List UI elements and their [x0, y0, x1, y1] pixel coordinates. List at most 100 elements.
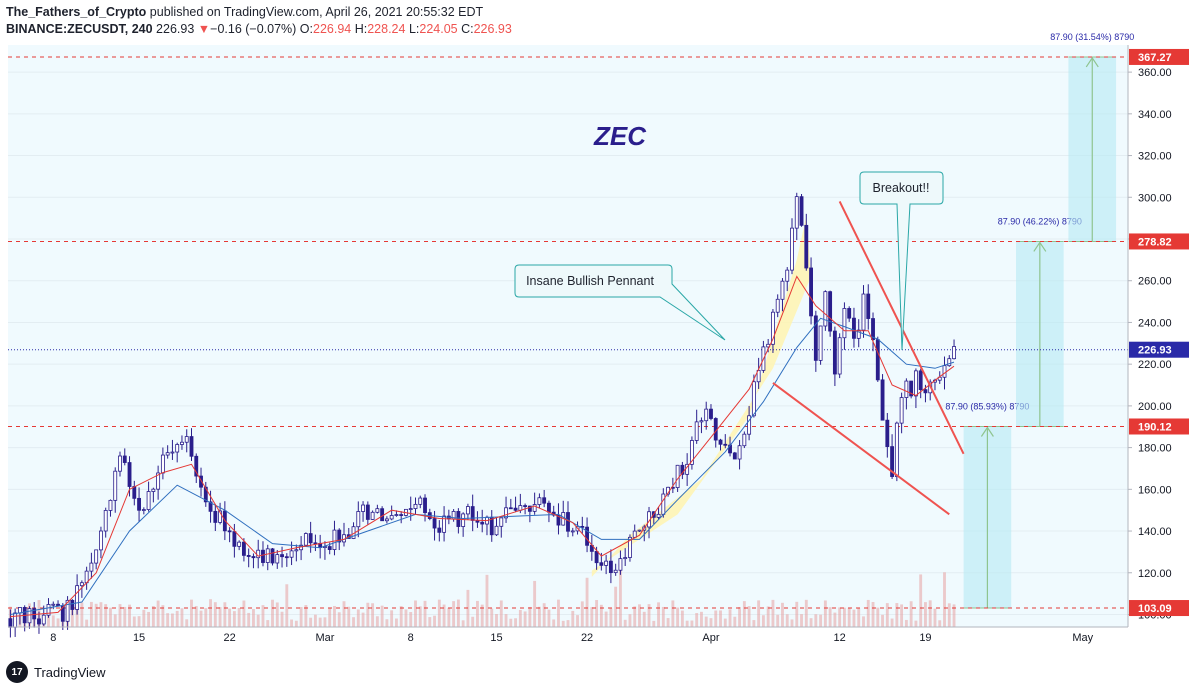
- candle[interactable]: [108, 499, 113, 517]
- candle[interactable]: [818, 325, 823, 365]
- candle[interactable]: [442, 506, 447, 542]
- candle[interactable]: [265, 544, 270, 571]
- candle[interactable]: [89, 552, 94, 579]
- candle[interactable]: [918, 368, 923, 399]
- footer-brand[interactable]: 17 TradingView: [6, 661, 106, 683]
- candle[interactable]: [175, 442, 180, 463]
- candle[interactable]: [51, 601, 56, 610]
- price-axis[interactable]: 100.00120.00140.00160.00180.00200.00220.…: [1128, 48, 1189, 622]
- candle[interactable]: [804, 213, 809, 271]
- candle[interactable]: [480, 509, 485, 533]
- candle[interactable]: [513, 496, 518, 513]
- candle[interactable]: [628, 534, 632, 562]
- candle[interactable]: [37, 611, 41, 634]
- candle[interactable]: [885, 412, 890, 458]
- candle[interactable]: [771, 308, 775, 353]
- candle[interactable]: [184, 429, 189, 453]
- candle[interactable]: [99, 526, 103, 559]
- candles[interactable]: [8, 192, 956, 638]
- candle[interactable]: [218, 502, 223, 525]
- candle[interactable]: [75, 574, 80, 615]
- candle[interactable]: [542, 489, 547, 508]
- candle[interactable]: [718, 438, 723, 451]
- candle[interactable]: [70, 599, 75, 616]
- candle[interactable]: [899, 392, 904, 434]
- candle[interactable]: [332, 520, 337, 556]
- candle[interactable]: [203, 481, 208, 507]
- candle[interactable]: [270, 547, 275, 566]
- candle[interactable]: [504, 496, 508, 523]
- candle[interactable]: [694, 409, 699, 444]
- candle[interactable]: [909, 380, 914, 399]
- projection-box[interactable]: 87.90 (46.22%) 8790: [998, 216, 1082, 427]
- candle[interactable]: [499, 517, 504, 538]
- candle[interactable]: [370, 510, 375, 520]
- candle[interactable]: [875, 336, 880, 382]
- projection-boxes[interactable]: 87.90 (85.93%) 8790 87.90 (46.22%) 8790 87…: [945, 32, 1134, 609]
- candle[interactable]: [380, 506, 385, 522]
- candle[interactable]: [284, 553, 289, 567]
- candle[interactable]: [384, 516, 389, 524]
- candle[interactable]: [118, 451, 122, 477]
- candle[interactable]: [494, 517, 499, 536]
- symbol-label[interactable]: BINANCE:ZECUSDT, 240: [6, 22, 153, 36]
- candle[interactable]: [751, 374, 756, 418]
- candle[interactable]: [27, 606, 32, 629]
- candle[interactable]: [732, 451, 737, 460]
- candle[interactable]: [794, 192, 799, 241]
- candle[interactable]: [527, 505, 532, 523]
- candle[interactable]: [699, 417, 704, 434]
- candle[interactable]: [189, 428, 194, 461]
- candle[interactable]: [246, 548, 251, 568]
- candle[interactable]: [837, 333, 842, 379]
- candle[interactable]: [866, 284, 871, 330]
- candle[interactable]: [213, 505, 218, 532]
- candle[interactable]: [79, 580, 84, 598]
- candle[interactable]: [151, 487, 156, 503]
- candle[interactable]: [375, 504, 380, 514]
- candle[interactable]: [337, 528, 342, 551]
- callout-pennant[interactable]: Insane Bullish Pennant: [514, 264, 726, 341]
- candle[interactable]: [790, 218, 794, 275]
- candle[interactable]: [241, 538, 246, 562]
- candle[interactable]: [408, 496, 413, 521]
- candle[interactable]: [461, 512, 466, 537]
- candle[interactable]: [856, 319, 861, 348]
- candle[interactable]: [775, 294, 780, 318]
- candle[interactable]: [689, 436, 694, 470]
- candle[interactable]: [871, 312, 875, 352]
- candle[interactable]: [747, 405, 752, 441]
- candle[interactable]: [156, 465, 161, 500]
- candle[interactable]: [861, 285, 866, 338]
- candle[interactable]: [413, 497, 418, 516]
- candle[interactable]: [232, 523, 237, 558]
- candle[interactable]: [199, 467, 203, 497]
- candle[interactable]: [537, 493, 542, 509]
- candle[interactable]: [170, 439, 175, 460]
- candle[interactable]: [65, 596, 70, 630]
- candle[interactable]: [103, 507, 108, 538]
- candle[interactable]: [237, 540, 242, 551]
- candle[interactable]: [275, 550, 280, 569]
- candle[interactable]: [94, 549, 99, 570]
- candle[interactable]: [261, 541, 265, 567]
- candle[interactable]: [904, 378, 909, 410]
- candle[interactable]: [608, 549, 613, 584]
- candle[interactable]: [180, 435, 184, 450]
- candle[interactable]: [894, 421, 899, 482]
- candle[interactable]: [532, 492, 537, 515]
- candle[interactable]: [418, 495, 423, 509]
- candle[interactable]: [146, 481, 151, 512]
- candle[interactable]: [852, 307, 856, 348]
- candle[interactable]: [785, 267, 790, 292]
- candle[interactable]: [637, 529, 642, 532]
- candle[interactable]: [137, 487, 141, 522]
- candle[interactable]: [399, 511, 404, 524]
- candle[interactable]: [704, 401, 709, 430]
- candle[interactable]: [465, 503, 470, 520]
- candle[interactable]: [952, 339, 956, 360]
- candle[interactable]: [828, 290, 833, 337]
- candle[interactable]: [823, 290, 828, 331]
- candle[interactable]: [13, 608, 18, 637]
